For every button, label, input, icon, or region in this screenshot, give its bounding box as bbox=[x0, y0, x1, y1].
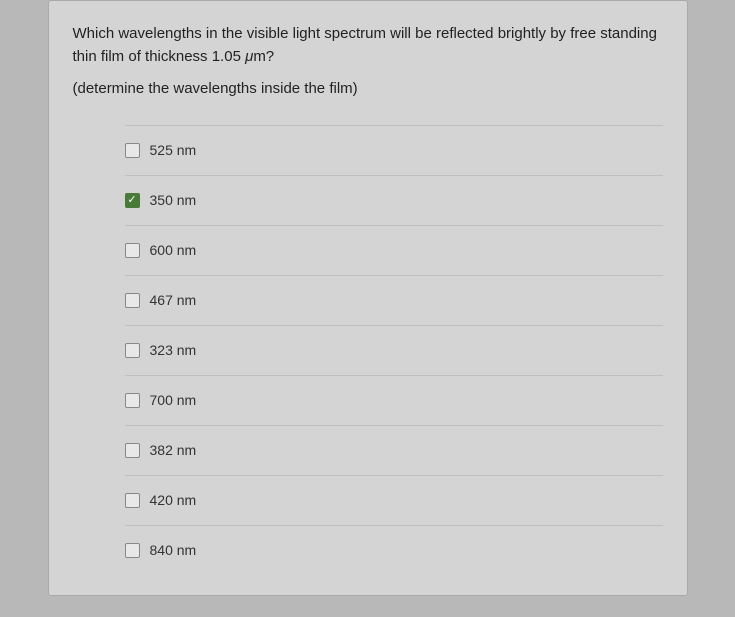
question-subtext: (determine the wavelengths inside the fi… bbox=[73, 78, 663, 101]
option-checkbox[interactable] bbox=[125, 393, 140, 408]
option-label: 350 nm bbox=[150, 192, 197, 208]
option-checkbox[interactable] bbox=[125, 543, 140, 558]
option-label: 420 nm bbox=[150, 492, 197, 508]
option-row[interactable]: 525 nm bbox=[125, 125, 663, 175]
options-list: 525 nm ✓ 350 nm 600 nm 467 nm 323 nm 700 nm 382… bbox=[73, 125, 663, 575]
option-checkbox[interactable]: ✓ bbox=[125, 193, 140, 208]
option-checkbox[interactable] bbox=[125, 443, 140, 458]
option-label: 382 nm bbox=[150, 442, 197, 458]
checkmark-icon: ✓ bbox=[127, 195, 136, 206]
option-label: 700 nm bbox=[150, 392, 197, 408]
option-label: 467 nm bbox=[150, 292, 197, 308]
option-checkbox[interactable] bbox=[125, 493, 140, 508]
question-text: Which wavelengths in the visible light s… bbox=[73, 23, 663, 68]
option-checkbox[interactable] bbox=[125, 143, 140, 158]
option-checkbox[interactable] bbox=[125, 343, 140, 358]
option-label: 600 nm bbox=[150, 242, 197, 258]
question-line1: Which wavelengths in the visible light s… bbox=[73, 25, 657, 65]
option-label: 323 nm bbox=[150, 342, 197, 358]
question-card: Which wavelengths in the visible light s… bbox=[48, 0, 688, 596]
option-row[interactable]: 467 nm bbox=[125, 275, 663, 325]
option-row[interactable]: 420 nm bbox=[125, 475, 663, 525]
option-row[interactable]: 840 nm bbox=[125, 525, 663, 575]
option-checkbox[interactable] bbox=[125, 243, 140, 258]
option-row[interactable]: 700 nm bbox=[125, 375, 663, 425]
option-checkbox[interactable] bbox=[125, 293, 140, 308]
option-row[interactable]: 600 nm bbox=[125, 225, 663, 275]
unit-m: m? bbox=[253, 48, 274, 65]
option-row[interactable]: 382 nm bbox=[125, 425, 663, 475]
option-label: 525 nm bbox=[150, 142, 197, 158]
option-row[interactable]: ✓ 350 nm bbox=[125, 175, 663, 225]
option-row[interactable]: 323 nm bbox=[125, 325, 663, 375]
option-label: 840 nm bbox=[150, 542, 197, 558]
